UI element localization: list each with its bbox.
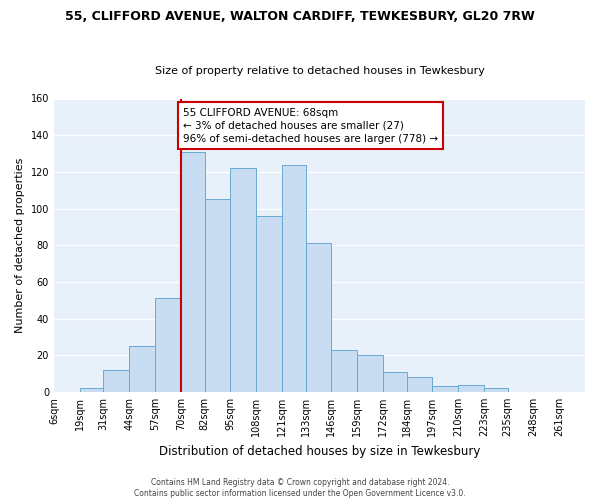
Bar (103, 370, 129, 392)
Bar (433, 386, 458, 392)
Bar (129, 346, 155, 392)
Bar (256, 216, 282, 392)
Text: 55, CLIFFORD AVENUE, WALTON CARDIFF, TEWKESBURY, GL20 7RW: 55, CLIFFORD AVENUE, WALTON CARDIFF, TEW… (65, 10, 535, 23)
Text: 55 CLIFFORD AVENUE: 68sqm
← 3% of detached houses are smaller (27)
96% of semi-d: 55 CLIFFORD AVENUE: 68sqm ← 3% of detach… (183, 108, 438, 144)
Bar (282, 164, 305, 392)
Bar (155, 298, 181, 392)
Text: Contains HM Land Registry data © Crown copyright and database right 2024.
Contai: Contains HM Land Registry data © Crown c… (134, 478, 466, 498)
Bar (407, 378, 433, 392)
Bar (357, 356, 383, 392)
Title: Size of property relative to detached houses in Tewkesbury: Size of property relative to detached ho… (155, 66, 484, 76)
Bar (205, 200, 230, 392)
Bar (331, 350, 357, 392)
Y-axis label: Number of detached properties: Number of detached properties (15, 158, 25, 333)
Bar (458, 384, 484, 392)
Bar (383, 372, 407, 392)
Bar (484, 388, 508, 392)
Bar (181, 152, 205, 392)
X-axis label: Distribution of detached houses by size in Tewkesbury: Distribution of detached houses by size … (159, 444, 480, 458)
Bar (80, 388, 103, 392)
Bar (230, 168, 256, 392)
Bar (305, 244, 331, 392)
